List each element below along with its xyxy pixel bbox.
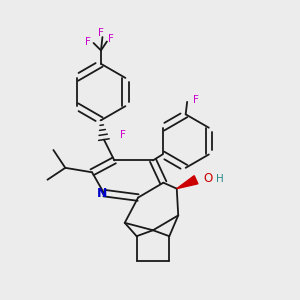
Text: F: F [85, 37, 91, 47]
Text: F: F [120, 130, 126, 140]
Text: F: F [108, 34, 114, 44]
Text: F: F [98, 28, 104, 38]
Polygon shape [177, 176, 198, 189]
Text: N: N [97, 187, 108, 200]
Text: F: F [193, 95, 199, 105]
Text: O: O [203, 172, 213, 185]
Text: H: H [216, 174, 224, 184]
